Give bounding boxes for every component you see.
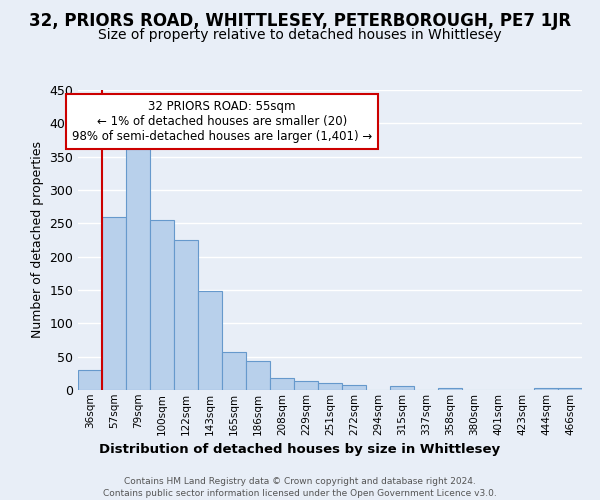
Bar: [246, 362, 270, 390]
Bar: [270, 378, 294, 390]
Bar: [150, 220, 174, 390]
Bar: [342, 386, 366, 390]
Bar: [198, 292, 222, 390]
Text: Contains public sector information licensed under the Open Government Licence v3: Contains public sector information licen…: [103, 489, 497, 498]
Text: Size of property relative to detached houses in Whittlesey: Size of property relative to detached ho…: [98, 28, 502, 42]
Bar: [222, 352, 246, 390]
Bar: [390, 386, 414, 390]
Bar: [318, 384, 342, 390]
Bar: [534, 388, 558, 390]
Y-axis label: Number of detached properties: Number of detached properties: [31, 142, 44, 338]
Bar: [78, 370, 102, 390]
Bar: [174, 240, 198, 390]
Bar: [438, 388, 462, 390]
Text: Contains HM Land Registry data © Crown copyright and database right 2024.: Contains HM Land Registry data © Crown c…: [124, 478, 476, 486]
Bar: [126, 148, 150, 390]
Text: 32, PRIORS ROAD, WHITTLESEY, PETERBOROUGH, PE7 1JR: 32, PRIORS ROAD, WHITTLESEY, PETERBOROUG…: [29, 12, 571, 30]
Bar: [558, 388, 582, 390]
Text: 32 PRIORS ROAD: 55sqm
← 1% of detached houses are smaller (20)
98% of semi-detac: 32 PRIORS ROAD: 55sqm ← 1% of detached h…: [72, 100, 372, 143]
Bar: [102, 216, 126, 390]
Bar: [294, 382, 318, 390]
Text: Distribution of detached houses by size in Whittlesey: Distribution of detached houses by size …: [100, 442, 500, 456]
